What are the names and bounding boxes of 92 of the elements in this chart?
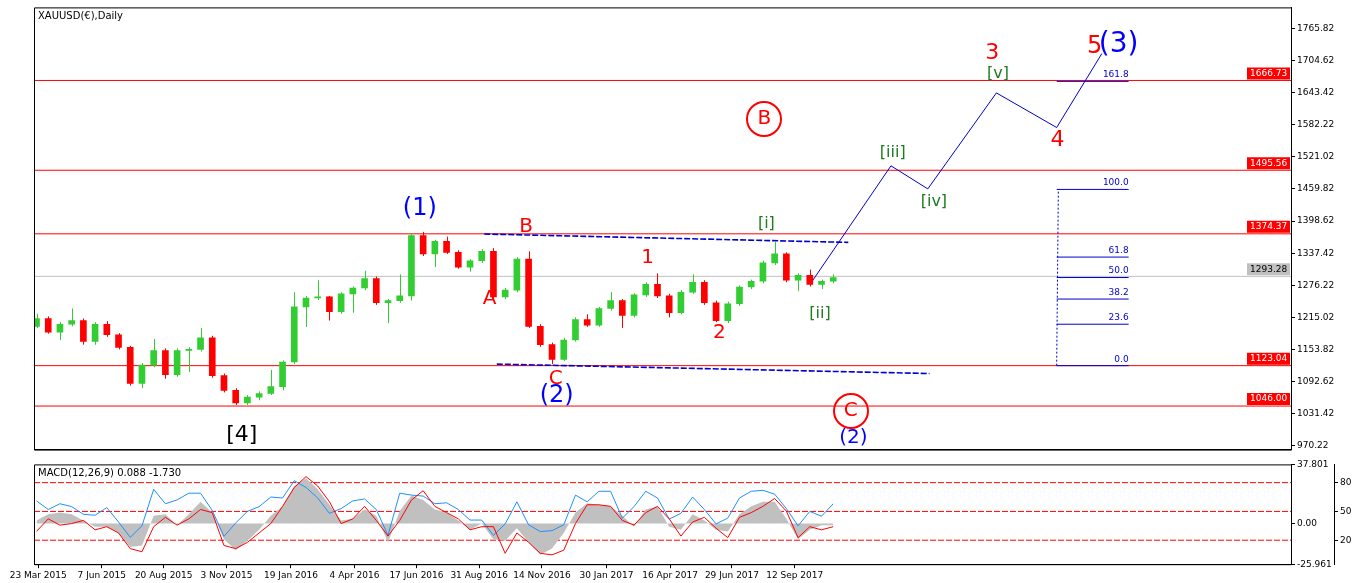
annotation: 3	[985, 38, 1000, 64]
candlestick	[326, 295, 333, 322]
candlestick	[771, 240, 778, 266]
candlestick	[759, 260, 767, 284]
x-tick-label: 30 Jan 2017	[579, 569, 634, 580]
x-tick-label: 12 Sep 2017	[766, 569, 824, 580]
annotation: 1	[641, 244, 655, 269]
candlestick	[396, 273, 404, 304]
annotation: 4	[1050, 126, 1065, 152]
ref-line-label: 1374.37	[1250, 221, 1288, 232]
series-label: 0.0	[1114, 353, 1129, 364]
x-tick-label: 16 Apr 2017	[642, 569, 698, 580]
candlestick	[701, 279, 708, 306]
y-tick-label: 1765.82	[1297, 22, 1335, 33]
x-tick-label: 23 Mar 2015	[9, 569, 67, 580]
ref-line-label: 1123.04	[1250, 352, 1288, 363]
annotation: (2)	[839, 424, 868, 449]
annotation: [iv]	[920, 190, 948, 210]
candlestick	[595, 306, 603, 328]
candlestick	[736, 284, 743, 307]
y-tick-label: 970.22	[1297, 440, 1329, 451]
y-tick-label: 1092.62	[1297, 375, 1335, 386]
annotation: C	[843, 396, 858, 421]
y-tick-label: 1031.42	[1297, 408, 1335, 419]
candlestick	[80, 317, 87, 346]
series-label: 38.2	[1108, 286, 1129, 297]
x-tick-label: 17 Jun 2016	[389, 569, 444, 580]
candlestick	[724, 301, 732, 324]
x-tick-label: 4 Apr 2016	[329, 569, 380, 580]
candlestick	[220, 373, 228, 393]
annotation: [ii]	[809, 302, 831, 322]
ref-line-label: 1666.73	[1250, 67, 1288, 78]
chart-title: XAUUSD(€),Daily	[38, 9, 124, 21]
y-tick-label: 1459.82	[1297, 183, 1335, 194]
y2-tick-label: 20	[1340, 534, 1352, 545]
candlestick	[197, 327, 204, 353]
annotation: B	[757, 105, 772, 130]
ref-line-label: 1293.28	[1250, 263, 1288, 274]
y-tick-label: 0.00	[1297, 517, 1318, 528]
candlestick	[384, 298, 392, 324]
y-tick-label: -25.961	[1297, 558, 1332, 569]
candlestick	[607, 291, 614, 312]
x-tick-label: 31 Aug 2016	[450, 569, 509, 580]
annotation: (1)	[402, 192, 437, 221]
annotation: [v]	[987, 62, 1010, 82]
annotation: [4]	[226, 420, 258, 446]
y-tick-label: 1521.02	[1297, 151, 1335, 162]
y-tick-label: 1337.42	[1297, 247, 1335, 258]
ref-line-label: 1495.56	[1250, 157, 1288, 168]
x-tick-label: 14 Nov 2016	[513, 569, 572, 580]
candlestick	[572, 316, 579, 343]
y-tick-label: 1276.22	[1297, 279, 1335, 290]
annotation: 2	[713, 319, 726, 344]
series-label: 161.8	[1102, 69, 1129, 80]
candlestick	[185, 346, 193, 373]
series-label: 23.6	[1108, 312, 1129, 323]
y-tick-label: 1704.62	[1297, 54, 1335, 65]
y-tick-label: 1582.22	[1297, 119, 1335, 130]
candlestick	[337, 291, 345, 315]
x-tick-label: 20 Aug 2015	[134, 569, 193, 580]
candlestick	[689, 273, 696, 295]
series-label: 61.8	[1108, 244, 1129, 255]
y-tick-label: 1643.42	[1297, 87, 1335, 98]
y-tick-label: 1398.62	[1297, 215, 1335, 226]
candlestick	[267, 369, 275, 396]
y2-tick-label: 50	[1340, 505, 1352, 516]
series-label: 50.0	[1108, 265, 1129, 276]
series-label: 100.0	[1102, 177, 1129, 188]
annotation: [i]	[757, 213, 775, 233]
candlestick	[560, 337, 568, 362]
candlestick	[454, 249, 462, 270]
annotation: [iii]	[879, 142, 906, 162]
x-tick-label: 19 Jan 2016	[263, 569, 319, 580]
candlestick	[619, 298, 626, 329]
x-tick-label: 29 Jun 2017	[704, 569, 760, 580]
candlestick	[536, 323, 544, 348]
annotation: B	[519, 213, 533, 238]
y-tick-label: 1153.82	[1297, 343, 1335, 354]
candlestick	[361, 270, 368, 291]
candlestick	[150, 338, 157, 368]
y2-tick-label: 80	[1340, 476, 1352, 487]
y-tick-label: 37.801	[1297, 458, 1329, 469]
candlestick	[712, 300, 720, 323]
candlestick	[665, 293, 673, 318]
candlestick	[91, 321, 99, 346]
x-tick-label: 3 Nov 2015	[200, 569, 253, 580]
chart-title: MACD(12,26,9) 0.088 -1.730	[38, 466, 182, 478]
ref-line-label: 1046.00	[1250, 393, 1288, 404]
candlestick	[654, 272, 661, 299]
y-tick-label: 1215.02	[1297, 311, 1335, 322]
x-tick-label: 7 Jun 2015	[77, 569, 126, 580]
candlestick	[138, 362, 146, 389]
